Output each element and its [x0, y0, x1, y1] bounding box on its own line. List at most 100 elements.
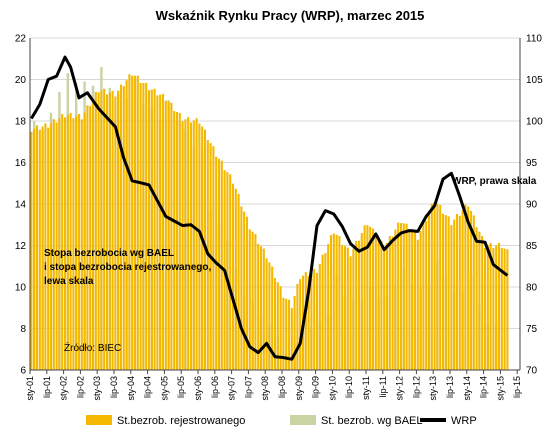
registered-bar	[388, 236, 391, 370]
registered-bar	[86, 105, 89, 370]
right-tick-label: 100	[526, 117, 543, 128]
registered-bar	[234, 188, 237, 370]
right-axis-ticks: 70 75 80 85 90 95 100 105 110	[526, 34, 543, 377]
registered-bar	[279, 286, 282, 370]
registered-bar	[167, 101, 170, 370]
x-tick-label: sty-13	[428, 376, 438, 401]
registered-bar	[458, 215, 461, 370]
left-axis-ticks: 6 8 10 12 14 16 18 20 22	[15, 34, 27, 377]
registered-bar	[100, 90, 103, 371]
left-tick-label: 8	[20, 324, 26, 335]
registered-bar	[201, 126, 204, 371]
left-tick-label: 6	[20, 366, 26, 377]
registered-bar	[276, 282, 279, 370]
legend-label: St.bezrob. rejestrowanego	[117, 415, 245, 427]
left-annotation-line-3: lewa skala	[44, 276, 94, 287]
left-tick-label: 12	[15, 241, 27, 252]
wrp-line-group	[30, 55, 509, 361]
registered-bar	[405, 223, 408, 370]
legend-bar-swatch	[290, 415, 316, 425]
x-tick-label: sty-11	[361, 376, 371, 400]
registered-bar	[453, 219, 456, 370]
x-tick-label: lip-01	[42, 376, 52, 398]
registered-bar	[240, 206, 243, 370]
registered-bar	[142, 82, 145, 370]
registered-bar	[97, 92, 100, 371]
registered-bar	[257, 243, 260, 370]
x-tick-label: lip-15	[512, 376, 522, 398]
registered-bar	[271, 266, 274, 370]
registered-bar	[313, 268, 316, 370]
registered-bar	[44, 123, 47, 370]
registered-bar	[506, 249, 509, 370]
x-tick-label: lip-04	[143, 376, 153, 398]
left-tick-label: 10	[15, 283, 27, 294]
wrp-line	[30, 55, 509, 361]
registered-bar	[131, 75, 134, 370]
registered-bar	[402, 223, 405, 370]
registered-bar	[444, 215, 447, 370]
registered-bar	[483, 247, 487, 370]
registered-bar	[447, 216, 450, 370]
registered-bar	[366, 225, 369, 370]
registered-bar	[159, 94, 162, 370]
x-tick-label: sty-06	[193, 376, 203, 401]
registered-bar	[114, 96, 117, 370]
registered-bar	[58, 118, 61, 370]
registered-bar	[181, 121, 184, 370]
registered-bar	[329, 235, 333, 370]
registered-bar	[91, 98, 95, 370]
right-tick-label: 95	[526, 158, 538, 169]
registered-bar	[77, 114, 81, 371]
registered-bar	[262, 248, 265, 370]
registered-bar	[492, 247, 495, 370]
registered-bar	[346, 247, 349, 370]
registered-bar	[248, 229, 251, 370]
x-tick-label: lip-14	[479, 376, 489, 398]
registered-bar	[72, 118, 75, 371]
registered-bar	[119, 84, 123, 370]
left-tick-label: 20	[15, 75, 27, 86]
registered-bar	[231, 183, 235, 370]
registered-bar	[33, 128, 36, 370]
registered-bar	[380, 240, 383, 370]
registered-bar	[296, 283, 299, 370]
registered-bar	[69, 112, 72, 370]
registered-bar	[433, 202, 436, 370]
x-tick-label: sty-09	[294, 376, 304, 401]
registered-bar	[103, 88, 106, 370]
registered-bar	[408, 231, 411, 370]
registered-bar	[430, 203, 433, 370]
registered-bar	[374, 237, 377, 370]
registered-bar	[343, 246, 347, 370]
registered-bar	[187, 117, 190, 370]
registered-bar	[108, 92, 111, 371]
registered-bar	[47, 127, 50, 370]
registered-bar	[173, 111, 176, 370]
right-tick-label: 80	[526, 283, 538, 294]
x-axis-ticks: sty-01 lip-01 sty-02 lip-02 sty-03 lip-03 sty-…	[25, 370, 522, 401]
registered-bar	[61, 114, 64, 371]
registered-bar	[413, 231, 417, 370]
left-tick-label: 18	[15, 117, 27, 128]
registered-bar	[52, 119, 55, 371]
registered-bar	[486, 245, 489, 370]
registered-bar	[125, 80, 128, 371]
registered-bar	[49, 123, 53, 370]
registered-bar	[315, 272, 319, 370]
registered-bar	[164, 100, 167, 370]
registered-bar	[416, 239, 419, 370]
legend-line-swatch	[420, 418, 446, 422]
registered-bar	[349, 256, 352, 370]
registered-bar	[251, 231, 254, 370]
registered-bar	[128, 74, 131, 370]
registered-bar	[377, 239, 380, 370]
registered-bar	[226, 172, 229, 370]
registered-bar	[500, 247, 503, 370]
registered-bar	[355, 240, 358, 370]
registered-bar	[136, 75, 139, 371]
left-annotation: Stopa bezrobocia wg BAEL i stopa bezrobo…	[44, 248, 211, 287]
legend: St.bezrob. rejestrowanego St. bezrob. wg …	[86, 415, 477, 427]
registered-bar	[441, 213, 445, 370]
